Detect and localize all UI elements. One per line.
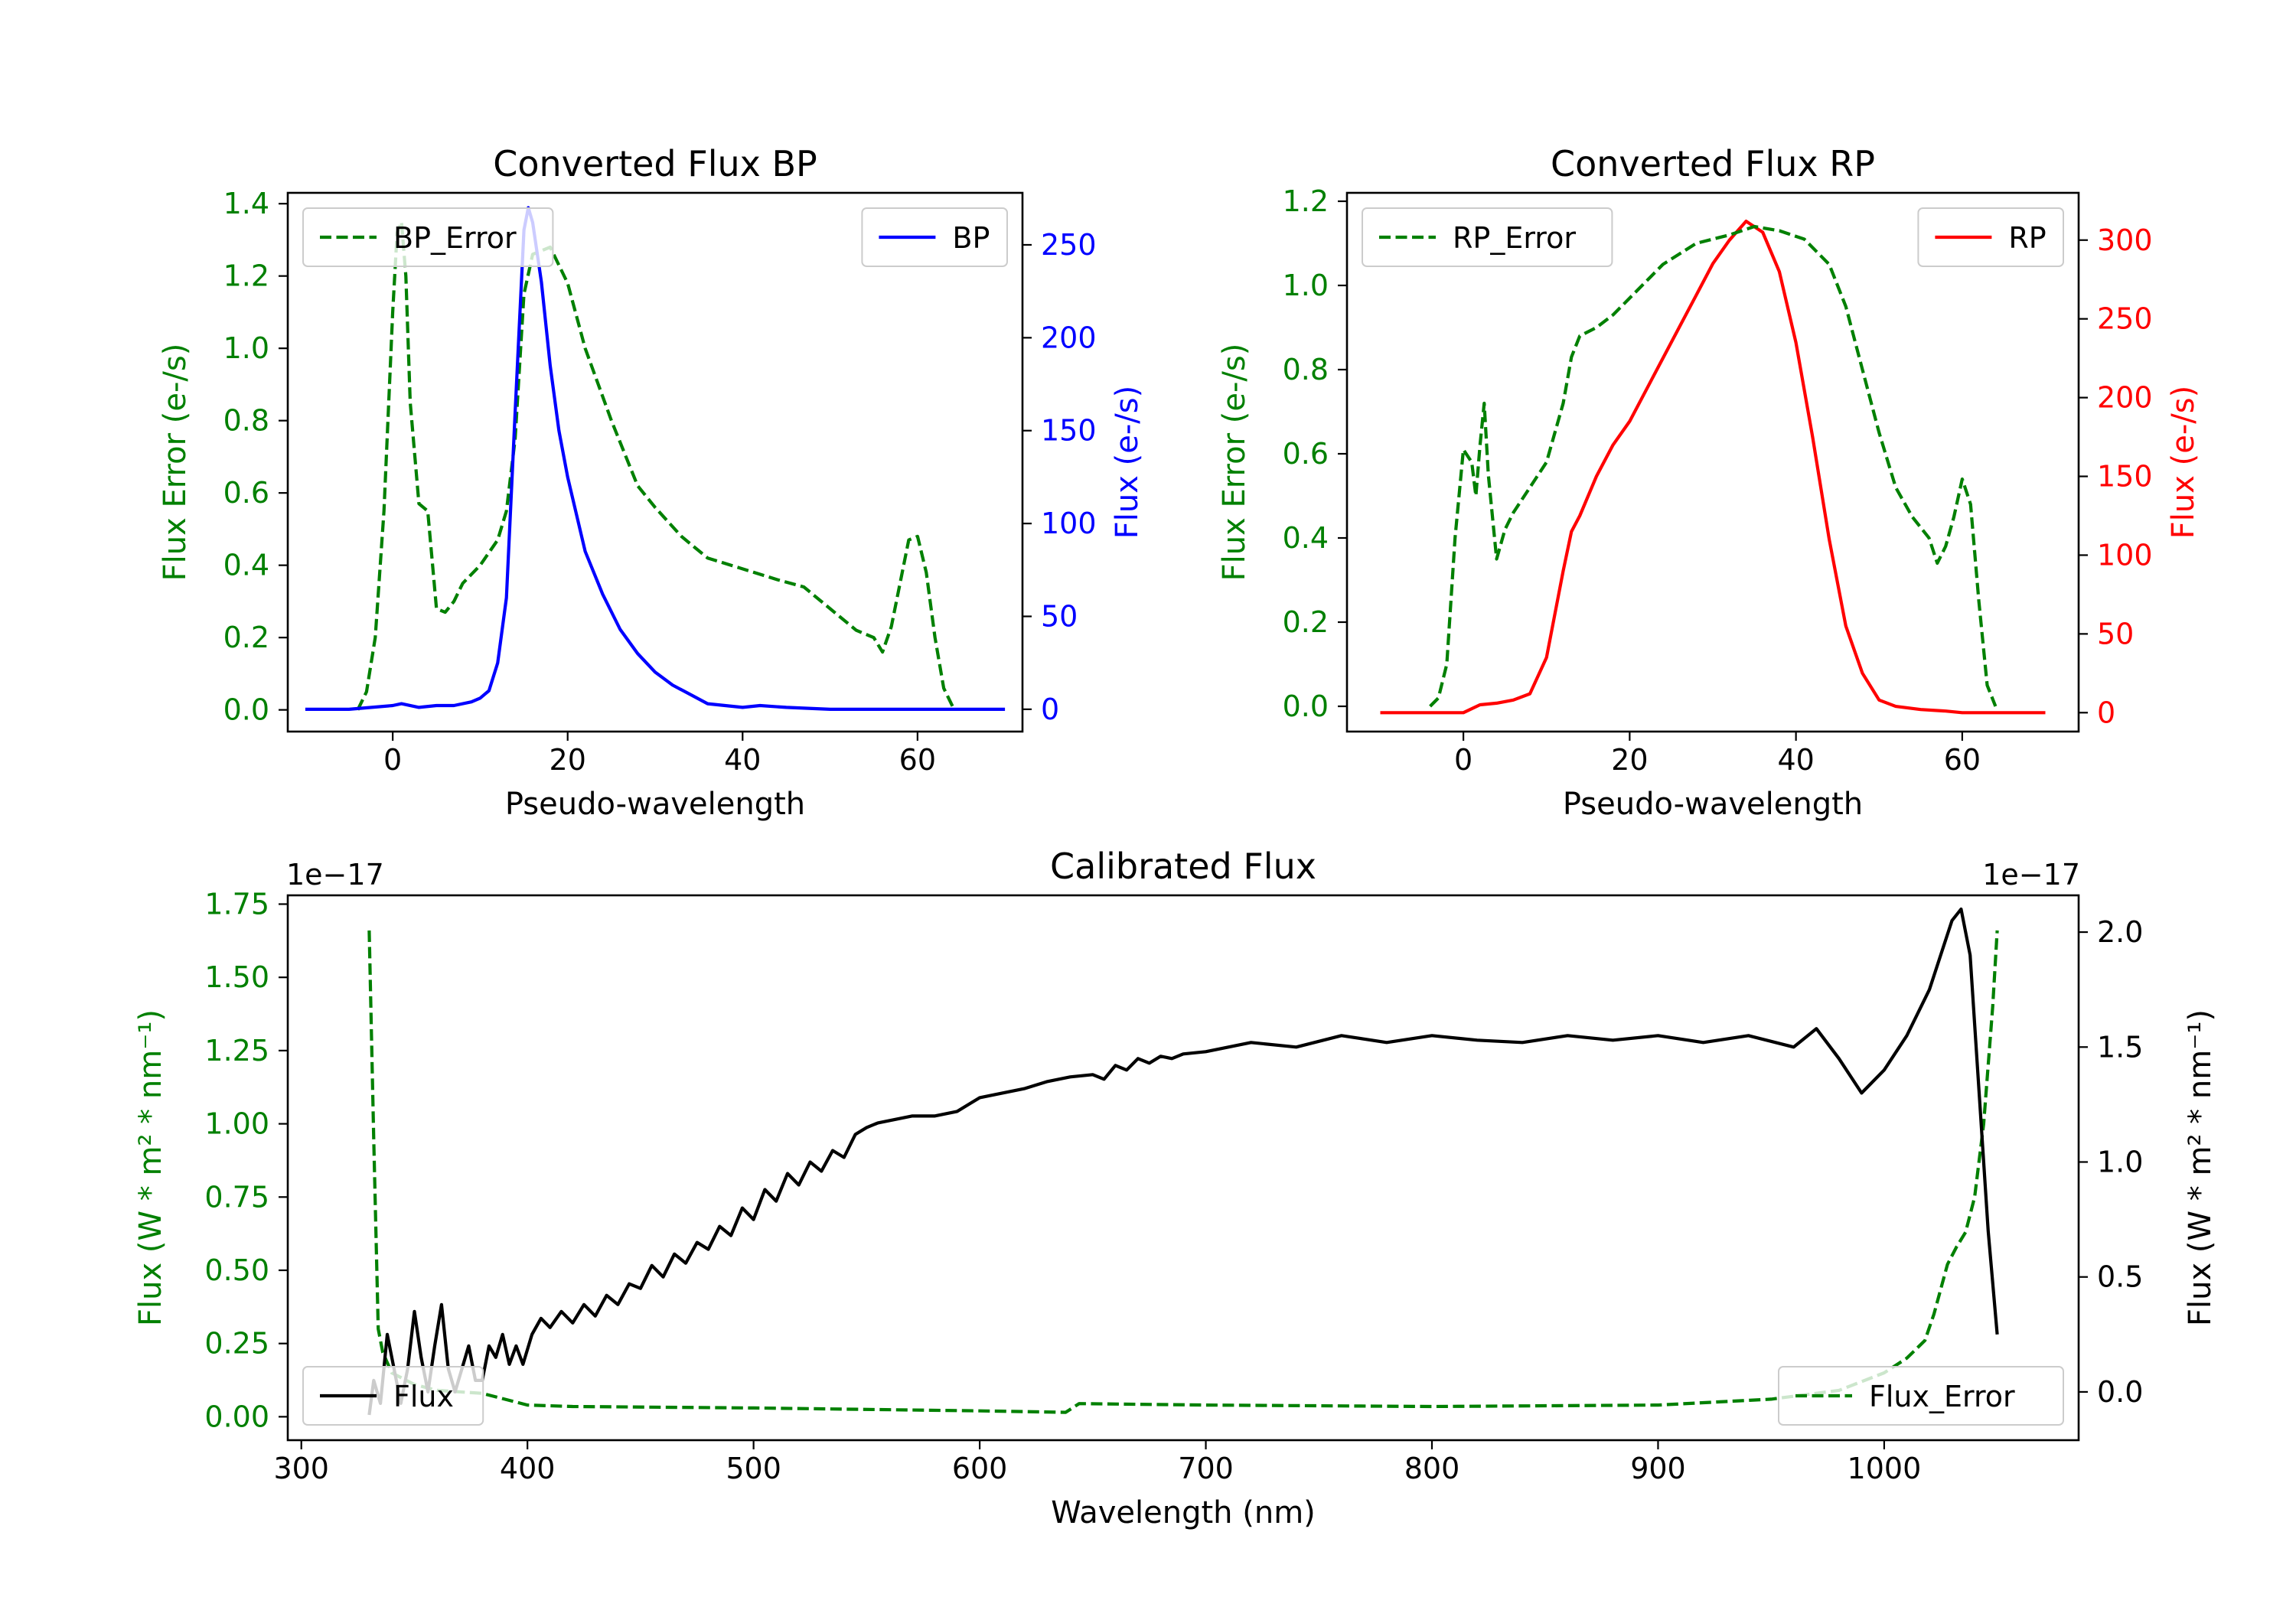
x-tick-label: 500 — [726, 1452, 781, 1485]
legend-flux: Flux — [302, 1366, 484, 1426]
plot-frame — [286, 894, 2080, 1442]
legend-flux-error: Flux_Error — [1778, 1366, 2064, 1426]
legend-box — [302, 1366, 484, 1426]
y-right-tick-label: 300 — [2097, 223, 2153, 257]
x-tick-label: 20 — [550, 743, 586, 777]
y-left-tick-label: 1.50 — [204, 960, 269, 994]
x-axis-label: Wavelength (nm) — [1051, 1495, 1316, 1530]
legend-rp-error: RP_Error — [1362, 207, 1613, 267]
x-tick-label: 0 — [383, 743, 402, 777]
y-right-tick-label: 1.0 — [2097, 1145, 2143, 1178]
x-tick-label: 20 — [1611, 743, 1648, 777]
y-right-axis-label: Flux (W * m² * nm⁻¹) — [2183, 1009, 2218, 1326]
y-right-tick-label: 150 — [1041, 414, 1097, 448]
x-tick-label: 600 — [952, 1452, 1008, 1485]
legend-box — [1778, 1366, 2064, 1426]
y-right-tick-label: 50 — [2097, 617, 2134, 650]
y-right-tick-label: 100 — [1041, 507, 1097, 540]
legend-label: RP — [2008, 221, 2046, 255]
y-right-tick-label: 100 — [2097, 538, 2153, 572]
plot-frame — [286, 191, 1024, 733]
y-left-tick-label: 1.4 — [223, 187, 269, 220]
y-right-tick-label: 0.0 — [2097, 1375, 2143, 1409]
x-tick-label: 1000 — [1848, 1452, 1922, 1485]
y-left-axis-label: Flux Error (e-/s) — [158, 344, 193, 582]
x-tick-label: 900 — [1630, 1452, 1686, 1485]
y-left-tick-label: 1.0 — [1283, 269, 1329, 302]
x-tick-label: 60 — [899, 743, 936, 777]
legend-label: RP_Error — [1453, 221, 1576, 255]
y-right-tick-label: 1.5 — [2097, 1030, 2143, 1064]
x-tick-label: 0 — [1454, 743, 1473, 777]
y-left-axis-label: Flux (W * m² * nm⁻¹) — [133, 1009, 168, 1326]
x-tick-label: 400 — [500, 1452, 556, 1485]
y-left-tick-label: 0.75 — [204, 1180, 269, 1214]
x-tick-label: 60 — [1944, 743, 1981, 777]
y-right-axis-label: Flux (e-/s) — [2166, 386, 2201, 539]
y-left-tick-label: 0.6 — [1283, 437, 1329, 471]
legend-bp: BP — [861, 207, 1009, 267]
y-left-tick-label: 0.50 — [204, 1253, 269, 1287]
y-left-tick-label: 0.0 — [223, 693, 269, 727]
chart-title: Calibrated Flux — [1050, 846, 1316, 887]
x-axis-label: Pseudo-wavelength — [505, 787, 805, 822]
y-left-tick-label: 0.4 — [1283, 521, 1329, 555]
chart-cal: 300 400 500 600 700 800 900 1000 0.00 0.25 0.50 0.7… — [133, 846, 2218, 1530]
legend-rp: RP — [1917, 207, 2064, 267]
y-right-tick-label: 250 — [2097, 302, 2153, 336]
y-right-tick-label: 250 — [1041, 228, 1097, 262]
y-left-offset-text: 1e−17 — [286, 858, 384, 892]
y-left-tick-label: 0.8 — [223, 404, 269, 438]
y-right-tick-label: 50 — [1041, 599, 1078, 633]
y-left-tick-label: 1.2 — [223, 259, 269, 293]
y-right-tick-label: 0.5 — [2097, 1260, 2143, 1294]
y-right-tick-label: 200 — [1041, 321, 1097, 354]
chart-rp: 0 20 40 60 0.0 0.2 0.4 0.6 0.8 1.0 1.2 0 50 100 150 200… — [1217, 143, 2201, 822]
y-left-tick-label: 1.0 — [223, 331, 269, 365]
chart-title: Converted Flux RP — [1551, 143, 1875, 184]
y-right-axis-label: Flux (e-/s) — [1110, 386, 1145, 539]
y-left-tick-label: 0.4 — [223, 549, 269, 582]
y-left-tick-label: 0.8 — [1283, 353, 1329, 386]
legend-label: BP — [952, 221, 990, 255]
series-line-rp-error — [1380, 220, 2046, 715]
y-left-tick-label: 0.2 — [223, 621, 269, 654]
chart-bp: 0 20 40 60 0.0 0.2 0.4 0.6 0.8 1.0 1.2 1.4 0 50 100 150… — [158, 143, 1145, 822]
y-left-tick-label: 1.2 — [1283, 184, 1329, 218]
y-right-tick-label: 0 — [1041, 693, 1059, 726]
y-right-offset-text: 1e−17 — [1982, 858, 2080, 892]
x-tick-label: 800 — [1404, 1452, 1460, 1485]
y-left-tick-label: 0.25 — [204, 1327, 269, 1361]
y-left-tick-label: 0.2 — [1283, 605, 1329, 639]
legend-label: Flux_Error — [1869, 1380, 2015, 1413]
y-right-tick-label: 2.0 — [2097, 915, 2143, 949]
y-left-tick-label: 1.00 — [204, 1107, 269, 1141]
series-line-bp-error — [356, 220, 954, 711]
y-left-tick-label: 0.00 — [204, 1400, 269, 1433]
y-right-tick-label: 150 — [2097, 460, 2153, 494]
y-left-axis-label: Flux Error (e-/s) — [1217, 344, 1252, 582]
y-right-tick-label: 0 — [2097, 696, 2115, 729]
series-line-rp-error — [1429, 224, 1998, 708]
y-right-tick-label: 200 — [2097, 381, 2153, 415]
chart-title: Converted Flux BP — [493, 143, 817, 184]
series-line-bp — [305, 206, 1006, 711]
x-tick-label: 700 — [1178, 1452, 1234, 1485]
x-tick-label: 40 — [1777, 743, 1814, 777]
legend-label: BP_Error — [393, 221, 517, 255]
y-left-tick-label: 0.6 — [223, 476, 269, 510]
y-left-tick-label: 0.0 — [1283, 689, 1329, 723]
x-tick-label: 300 — [273, 1452, 329, 1485]
legend-box — [1362, 207, 1613, 267]
plot-frame — [1345, 191, 2080, 733]
x-axis-label: Pseudo-wavelength — [1563, 787, 1863, 822]
y-left-tick-label: 1.75 — [204, 887, 269, 921]
y-left-tick-label: 1.25 — [204, 1034, 269, 1068]
legend-box — [302, 207, 554, 267]
legend-bp-error: BP_Error — [302, 207, 554, 267]
x-tick-label: 40 — [724, 743, 761, 777]
legend-label: Flux — [393, 1380, 454, 1413]
